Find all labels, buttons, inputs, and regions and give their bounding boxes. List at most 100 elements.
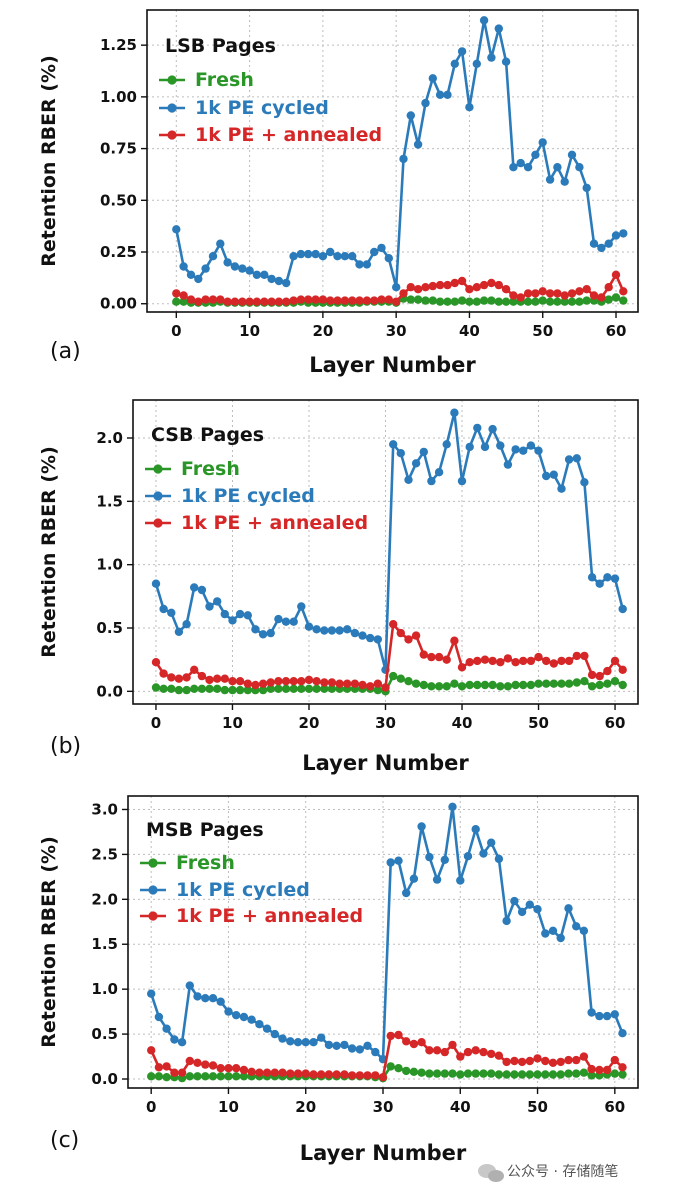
data-point: [185, 1072, 194, 1081]
data-point: [320, 678, 329, 687]
data-point: [255, 1068, 264, 1077]
x-tick-label: 10: [222, 714, 243, 732]
data-point: [611, 293, 621, 302]
data-point: [154, 1012, 164, 1022]
data-point: [317, 1070, 326, 1079]
x-tick-label: 50: [528, 714, 549, 732]
data-point: [347, 1071, 357, 1080]
data-point: [579, 1068, 589, 1077]
data-point: [597, 243, 606, 253]
data-point: [610, 574, 620, 583]
data-point: [557, 679, 566, 688]
data-point: [371, 1047, 380, 1057]
data-point: [579, 1052, 589, 1061]
data-point: [582, 183, 591, 193]
data-point: [340, 1040, 349, 1050]
data-point: [526, 680, 536, 690]
data-point: [534, 652, 543, 662]
data-point: [193, 1058, 202, 1068]
legend: Fresh 1k PE cycled 1k PE + annealed: [159, 69, 382, 146]
data-point: [545, 175, 555, 184]
data-point: [389, 671, 398, 681]
data-point: [494, 280, 503, 290]
data-point: [432, 1069, 442, 1078]
data-point: [494, 24, 503, 33]
data-point: [595, 1065, 604, 1075]
legend: Fresh 1k PE cycled 1k PE + annealed: [145, 458, 368, 534]
data-point: [619, 229, 628, 238]
data-point: [381, 683, 390, 692]
y-tick-label: 0.75: [100, 140, 137, 158]
data-point: [340, 1070, 349, 1079]
data-point: [526, 656, 536, 666]
data-point: [258, 679, 268, 688]
legend-marker: [148, 911, 158, 921]
data-point: [190, 684, 199, 693]
x-tick-label: 0: [151, 714, 161, 732]
data-point: [560, 177, 569, 186]
data-point: [309, 1038, 318, 1047]
data-point: [618, 1070, 627, 1079]
data-point: [311, 249, 320, 259]
data-point: [281, 617, 291, 626]
data-point: [619, 296, 628, 305]
y-tick-label: 1.0: [91, 980, 118, 998]
data-point: [174, 627, 184, 636]
data-point: [572, 1069, 581, 1078]
data-point: [567, 289, 577, 298]
data-point: [434, 682, 444, 691]
data-point: [245, 297, 254, 306]
data-point: [610, 1055, 619, 1065]
data-point: [373, 635, 382, 644]
data-point: [448, 1040, 457, 1050]
series-1k-pe-annealed: [147, 1030, 627, 1082]
data-point: [208, 1061, 218, 1070]
data-point: [427, 476, 436, 486]
data-point: [465, 658, 474, 667]
data-point: [363, 1041, 372, 1051]
data-point: [479, 16, 489, 25]
data-point: [509, 297, 518, 306]
data-point: [154, 1063, 164, 1072]
data-point: [238, 297, 247, 306]
data-point: [517, 1070, 527, 1079]
data-point: [194, 274, 203, 284]
data-point: [572, 454, 581, 463]
data-point: [216, 1064, 225, 1073]
data-point: [517, 907, 527, 917]
data-point: [355, 260, 364, 269]
data-point: [457, 296, 467, 305]
data-point: [404, 475, 413, 484]
legend-label: Fresh: [195, 69, 254, 91]
data-point: [179, 291, 188, 300]
data-point: [228, 685, 237, 695]
y-tick-label: 2.0: [96, 429, 123, 447]
data-point: [335, 679, 344, 688]
y-tick-label: 0.0: [96, 682, 123, 700]
data-point: [519, 656, 528, 666]
data-point: [457, 476, 467, 486]
axes-frame: [146, 9, 639, 313]
data-point: [394, 1030, 403, 1040]
data-point: [534, 679, 543, 688]
data-point: [618, 1063, 627, 1072]
data-point: [480, 680, 490, 690]
data-point: [502, 916, 511, 926]
data-point: [472, 283, 481, 292]
panel-label: (a): [50, 339, 81, 364]
data-point: [587, 682, 597, 691]
data-point: [435, 280, 445, 290]
data-point: [350, 679, 360, 688]
data-point: [320, 684, 329, 693]
data-point: [289, 684, 298, 693]
data-point: [587, 670, 597, 680]
legend-marker: [153, 464, 163, 474]
data-point: [343, 625, 352, 634]
panel-title: CSB Pages: [151, 424, 264, 446]
data-point: [549, 679, 558, 688]
data-point: [172, 289, 181, 298]
data-point: [232, 1072, 241, 1081]
data-point: [270, 1068, 279, 1077]
data-point: [406, 283, 415, 292]
data-point: [542, 679, 551, 688]
